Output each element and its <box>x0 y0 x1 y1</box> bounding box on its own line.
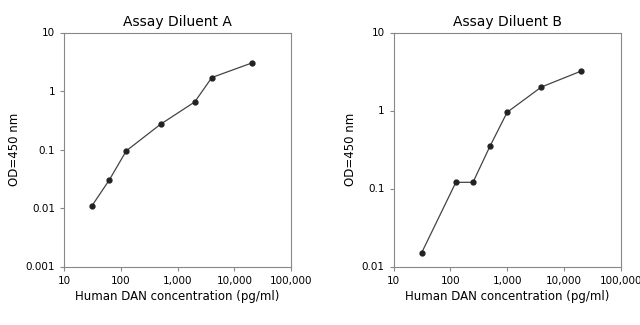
X-axis label: Human DAN concentration (pg/ml): Human DAN concentration (pg/ml) <box>405 290 609 303</box>
Title: Assay Diluent B: Assay Diluent B <box>452 15 562 29</box>
Title: Assay Diluent A: Assay Diluent A <box>123 15 232 29</box>
Y-axis label: OD=450 nm: OD=450 nm <box>344 113 357 186</box>
X-axis label: Human DAN concentration (pg/ml): Human DAN concentration (pg/ml) <box>76 290 280 303</box>
Y-axis label: OD=450 nm: OD=450 nm <box>8 113 21 186</box>
